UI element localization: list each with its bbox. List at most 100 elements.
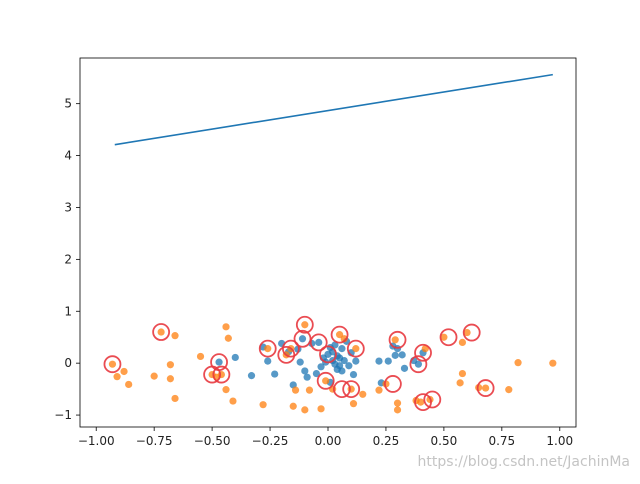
orange-point [514, 359, 522, 367]
blue-point [303, 373, 311, 381]
blue-point [340, 356, 348, 365]
highlight-circle [258, 339, 277, 358]
highlight-circle [388, 330, 407, 349]
x-tick-label: −0.25 [252, 434, 289, 448]
blue-point [345, 362, 353, 370]
blue-point [312, 369, 321, 378]
orange-point [349, 400, 358, 408]
x-tick-label: −0.75 [136, 434, 173, 448]
orange-point [113, 373, 121, 381]
orange-point [125, 380, 133, 389]
highlight-circle [295, 315, 314, 334]
orange-point [291, 386, 300, 394]
blue-point [215, 358, 223, 366]
orange-point [393, 406, 402, 414]
line-series [114, 73, 553, 146]
orange-point [222, 323, 230, 331]
orange-point [456, 379, 464, 387]
highlight-circle [333, 380, 351, 399]
blue-point [264, 357, 272, 365]
blue-point [298, 335, 307, 343]
y-tick-label: 3 [64, 200, 72, 214]
blue-point [271, 370, 279, 378]
x-tick-label: −0.50 [194, 434, 231, 448]
blue-point [331, 341, 339, 349]
orange-point [482, 384, 490, 392]
orange-point [196, 352, 205, 361]
blue-point [338, 367, 346, 375]
orange-point [458, 369, 467, 378]
y-axis: −1 0 1 2 3 4 5 [54, 97, 80, 422]
blue-point [375, 357, 383, 365]
y-tick-label: 4 [64, 149, 72, 163]
orange-point [335, 331, 344, 339]
orange-point [171, 332, 179, 340]
orange-point [352, 345, 360, 353]
orange-point [458, 338, 467, 347]
x-tick-label: −1.00 [78, 434, 115, 448]
y-tick-label: 0 [64, 356, 72, 370]
blue-point [296, 358, 304, 366]
blue-point [338, 345, 346, 353]
blue-point [400, 364, 409, 372]
orange-point [393, 399, 402, 407]
x-tick-label: 0.00 [315, 434, 342, 448]
highlight-circle [346, 339, 365, 358]
highlight-circle [342, 380, 361, 399]
y-tick-label: 2 [64, 252, 72, 266]
highlight-circle [210, 353, 228, 372]
x-axis: −1.00 −0.75 −0.50 −0.25 0.00 0.25 0.50 0.75 1.00 [78, 427, 573, 448]
orange-point [305, 386, 314, 394]
blue-point [414, 360, 422, 368]
orange-point [108, 360, 117, 368]
x-tick-label: 0.75 [488, 434, 515, 448]
highlight-circle [462, 323, 481, 342]
orange-point [505, 386, 513, 394]
orange-point [166, 361, 174, 369]
highlight-circle [383, 375, 402, 393]
orange-point [301, 406, 309, 414]
orange-point [222, 386, 230, 394]
highlight-circle [414, 343, 432, 362]
y-tick-label: −1 [54, 408, 72, 422]
highlight-circle [282, 339, 300, 358]
highlight-circle [439, 328, 458, 347]
blue-point [398, 351, 406, 359]
highlight-circle [330, 325, 349, 344]
blue-point [384, 357, 392, 365]
x-tick-label: 0.50 [431, 434, 458, 448]
highlight-circle [319, 345, 337, 364]
highlight-circle [277, 345, 296, 364]
watermark: https://blog.csdn.net/JachinMa [417, 454, 630, 470]
orange-point [150, 372, 158, 380]
orange-point [317, 405, 325, 413]
x-tick-label: 0.25 [373, 434, 400, 448]
orange-point [359, 390, 367, 398]
orange-point [463, 328, 471, 337]
orange-point [120, 367, 128, 376]
orange-point [259, 401, 267, 409]
orange-point [157, 328, 165, 336]
highlight-circle [103, 355, 122, 374]
highlight-circle [423, 390, 442, 409]
orange-point [224, 334, 232, 342]
orange-point [391, 336, 399, 344]
orange-point [264, 345, 272, 353]
highlight-circle [409, 355, 428, 374]
highlight-circle [152, 323, 171, 341]
highlight-circle [414, 393, 432, 411]
highlight-circle [476, 379, 495, 397]
blue-point [391, 351, 399, 359]
blue-point [349, 370, 358, 379]
orange-point [171, 394, 179, 403]
orange-point [301, 321, 309, 329]
blue-point [315, 338, 323, 347]
orange-point [166, 375, 174, 383]
highlight-circle [316, 371, 335, 390]
orange-point [289, 402, 297, 410]
orange-point [229, 397, 237, 405]
orange-point [417, 398, 425, 406]
